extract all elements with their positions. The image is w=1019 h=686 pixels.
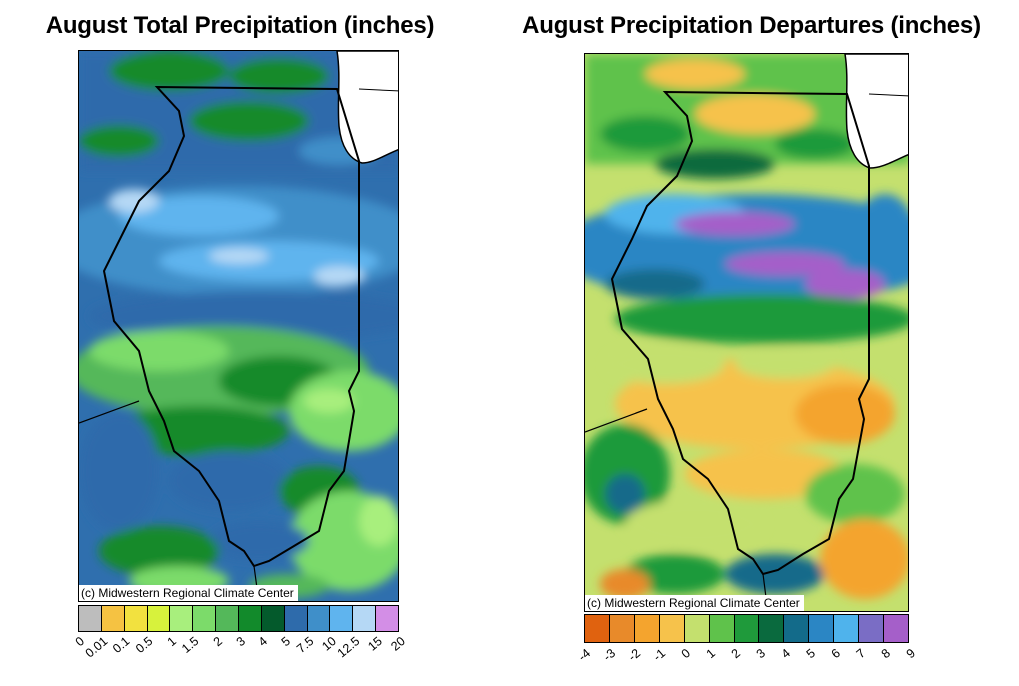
- map-credit: (c) Midwestern Regional Climate Center: [585, 595, 804, 611]
- precip-legend-ticks: 0 0.01 0.1 0.5 1 1.5 2 3 4 5 7.5 10 12.5 15 20: [73, 634, 408, 674]
- legend-swatch: [634, 615, 660, 642]
- legend-tick-label: 0: [678, 646, 693, 662]
- legend-swatch: [609, 615, 635, 642]
- departure-legend-ticks: -4 -3 -2 -1 0 1 2 3 4 5 6 7 8 9: [575, 646, 918, 686]
- legend-tick-label: -2: [625, 646, 643, 664]
- legend-swatch: [353, 606, 377, 631]
- legend-swatch: [79, 606, 102, 631]
- legend-swatch: [759, 615, 785, 642]
- legend-swatch: [585, 615, 610, 642]
- legend-tick-label: 9: [903, 646, 918, 662]
- map-title: August Precipitation Departures (inches): [522, 12, 981, 39]
- legend-swatch: [784, 615, 810, 642]
- legend-swatch: [330, 606, 354, 631]
- legend-swatch: [859, 615, 885, 642]
- legend-swatch: [376, 606, 399, 631]
- legend-tick-label: 20: [388, 634, 408, 654]
- legend-tick-label: -1: [650, 646, 668, 664]
- legend-tick-label: 1: [703, 646, 718, 662]
- legend-tick-label: 5: [279, 634, 294, 650]
- departure-map: (c) Midwestern Regional Climate Center: [584, 53, 909, 612]
- legend-tick-label: 12.5: [334, 634, 363, 661]
- legend-swatch: [261, 606, 285, 631]
- departure-legend-colorbar: [584, 614, 909, 643]
- legend-tick-label: 1.5: [179, 634, 202, 656]
- legend-swatch: [809, 615, 835, 642]
- legend-tick-label: 8: [878, 646, 893, 662]
- legend-swatch: [884, 615, 908, 642]
- legend-tick-label: 2: [210, 634, 225, 650]
- legend-swatch: [709, 615, 735, 642]
- legend-swatch: [734, 615, 760, 642]
- legend-tick-label: 3: [753, 646, 768, 662]
- precip-map-graphic: [79, 51, 398, 601]
- legend-tick-label: 0.5: [133, 634, 156, 656]
- legend-tick-label: 2: [728, 646, 743, 662]
- legend-tick-label: 4: [778, 646, 793, 662]
- map-title: August Total Precipitation (inches): [45, 12, 435, 39]
- legend-swatch: [193, 606, 217, 631]
- departure-panel: August Precipitation Departures (inches): [484, 0, 1019, 682]
- legend-tick-label: -4: [575, 646, 593, 664]
- legend-swatch: [147, 606, 171, 631]
- legend-tick-label: 0.1: [110, 634, 133, 656]
- legend-swatch: [684, 615, 710, 642]
- legend-tick-label: 3: [233, 634, 248, 650]
- legend-tick-label: 7: [853, 646, 868, 662]
- legend-tick-label: 15: [365, 634, 386, 654]
- legend-swatch: [216, 606, 240, 631]
- legend-tick-label: 6: [828, 646, 843, 662]
- legend-tick-label: -3: [600, 646, 618, 664]
- departure-map-graphic: [585, 54, 908, 611]
- legend-swatch: [170, 606, 194, 631]
- legend-swatch: [834, 615, 860, 642]
- precip-legend-colorbar: [78, 605, 399, 632]
- legend-tick-label: 7.5: [293, 634, 317, 656]
- legend-swatch: [284, 606, 308, 631]
- legend-tick-label: 5: [803, 646, 818, 662]
- legend-swatch: [101, 606, 125, 631]
- map-credit: (c) Midwestern Regional Climate Center: [79, 585, 298, 601]
- legend-swatch: [307, 606, 331, 631]
- precip-map: (c) Midwestern Regional Climate Center: [78, 50, 399, 602]
- total-precip-panel: August Total Precipitation (inches): [0, 0, 480, 682]
- legend-swatch: [124, 606, 148, 631]
- legend-swatch: [239, 606, 262, 631]
- legend-tick-label: 4: [256, 634, 271, 650]
- legend-tick-label: 1: [164, 634, 179, 650]
- legend-tick-label: 0.01: [82, 634, 110, 661]
- legend-swatch: [659, 615, 685, 642]
